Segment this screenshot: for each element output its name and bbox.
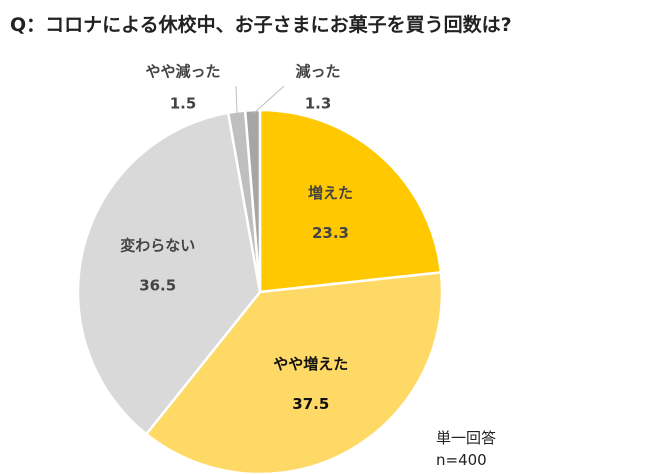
slice-5-label: 減った <box>295 63 340 81</box>
slice-3-label: 変わらない <box>120 236 195 254</box>
sample-size-label: n=400 <box>436 451 487 469</box>
slice-5-wedge <box>243 108 262 293</box>
slice-3-wedge <box>76 111 262 436</box>
slice-4-leader-line <box>235 85 238 116</box>
slice-5-value: 1.3 <box>305 95 332 113</box>
slice-5-leader-line <box>252 85 285 115</box>
slice-2-value: 37.5 <box>292 395 329 413</box>
slice-2-label: やや増えた <box>273 355 348 373</box>
slice-2-wedge <box>144 270 444 474</box>
slice-1-value: 23.3 <box>312 224 349 242</box>
slice-4-value: 1.5 <box>170 95 197 113</box>
survey-note: 単一回答 n=400 <box>436 427 496 471</box>
slice-3-value: 36.5 <box>139 276 176 294</box>
slice-4-label: やや減った <box>145 63 220 81</box>
slice-1-wedge <box>258 108 443 294</box>
chart-title: Q：コロナによる休校中、お子さまにお菓子を買う回数は? <box>10 14 512 36</box>
slice-1-label: 増えた <box>308 184 353 202</box>
answer-type-label: 単一回答 <box>436 429 497 447</box>
